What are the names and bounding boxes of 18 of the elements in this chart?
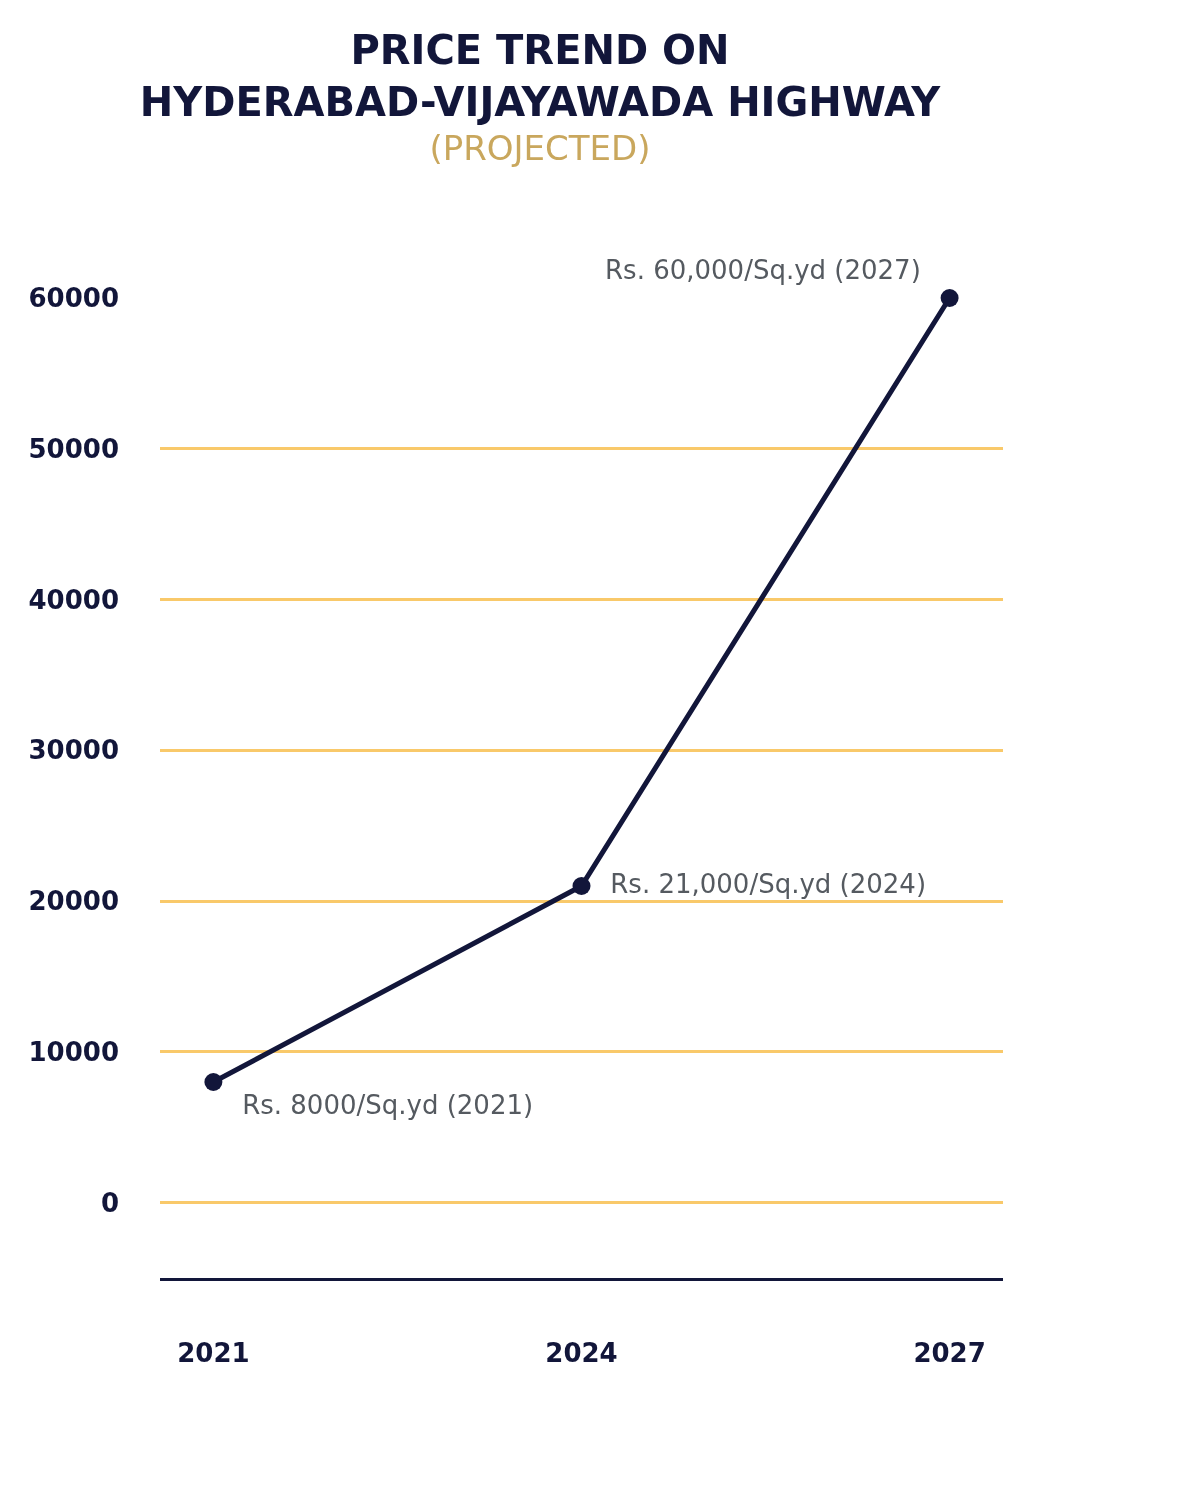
data-label: Rs. 8000/Sq.yd (2021) bbox=[225, 1089, 550, 1120]
x-tick-label: 2024 bbox=[545, 1338, 618, 1369]
point bbox=[572, 877, 591, 895]
y-tick-label: 30000 bbox=[28, 735, 119, 766]
y-tick-label: 40000 bbox=[28, 584, 119, 615]
chart-subtitle: (PROJECTED) bbox=[428, 128, 652, 168]
chart-title: PRICE TREND ON HYDERABAD-VIJAYAWADA HIGHWAY bbox=[139, 27, 941, 125]
y-tick-label: 10000 bbox=[28, 1036, 119, 1067]
point bbox=[940, 289, 959, 307]
y-tick-label: 0 bbox=[100, 1187, 119, 1218]
y-tick-label: 60000 bbox=[28, 283, 119, 314]
data-label: Rs. 21,000/Sq.yd (2024) bbox=[593, 868, 943, 899]
y-tick-label: 20000 bbox=[28, 886, 119, 917]
point bbox=[204, 1073, 223, 1091]
x-tick-label: 2027 bbox=[913, 1338, 986, 1369]
y-tick-label: 50000 bbox=[28, 433, 119, 464]
x-tick-label: 2021 bbox=[177, 1338, 250, 1369]
data-label: Rs. 60,000/Sq.yd (2027) bbox=[588, 255, 938, 286]
